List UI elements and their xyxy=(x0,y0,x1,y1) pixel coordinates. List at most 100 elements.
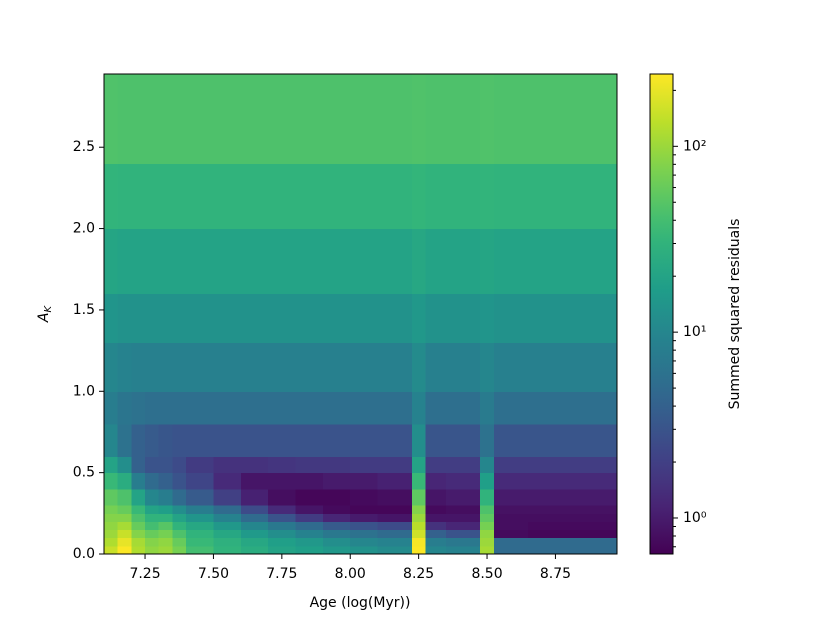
heatmap-cell xyxy=(213,488,242,506)
heatmap-cell xyxy=(446,545,481,555)
heatmap-cell xyxy=(145,163,160,230)
heatmap-cell xyxy=(446,488,481,506)
heatmap-cell xyxy=(295,293,324,343)
heatmap-cell xyxy=(411,228,426,295)
heatmap-cell xyxy=(117,163,132,230)
heatmap-cell xyxy=(350,74,379,164)
heatmap-cell xyxy=(158,74,173,164)
heatmap-cell xyxy=(295,228,324,295)
heatmap-cell xyxy=(411,293,426,343)
heatmap-cell xyxy=(493,545,529,555)
heatmap-cell xyxy=(446,293,481,343)
y-axis-label: AK xyxy=(36,304,54,323)
heatmap-cell xyxy=(493,228,529,295)
heatmap-cell xyxy=(528,228,570,295)
heatmap-cell xyxy=(268,163,297,230)
heatmap-cell xyxy=(117,293,132,343)
heatmap-cell xyxy=(295,456,324,474)
heatmap-cell xyxy=(377,342,413,392)
heatmap-cell xyxy=(131,545,146,555)
heatmap-cell xyxy=(240,74,269,164)
heatmap-cell xyxy=(131,342,146,392)
heatmap-cell xyxy=(131,488,146,506)
heatmap-cell xyxy=(480,513,495,522)
heatmap-cell xyxy=(350,537,379,547)
heatmap-cell xyxy=(425,505,447,514)
heatmap-cell xyxy=(569,537,618,547)
heatmap-cell xyxy=(295,488,324,506)
heatmap-cell xyxy=(480,342,495,392)
heatmap-cell xyxy=(322,342,351,392)
x-tick-label: 8.75 xyxy=(540,566,571,582)
heatmap-cell xyxy=(213,423,242,457)
heatmap-cell xyxy=(322,74,351,164)
colorbar-tick-label: 10⁰ xyxy=(683,510,707,526)
heatmap-cell xyxy=(569,488,618,506)
heatmap-cell xyxy=(295,537,324,547)
heatmap-cell xyxy=(493,472,529,490)
heatmap-cell xyxy=(446,513,481,522)
heatmap-cell xyxy=(569,505,618,514)
heatmap-cell xyxy=(377,529,413,539)
heatmap-cell xyxy=(117,537,132,547)
heatmap-cell xyxy=(350,472,379,490)
heatmap-cell xyxy=(425,391,447,425)
heatmap-cell xyxy=(158,228,173,295)
heatmap-cell xyxy=(104,74,119,164)
heatmap-cell xyxy=(350,456,379,474)
heatmap-cell xyxy=(411,545,426,555)
y-tick-label: 1.5 xyxy=(73,302,95,318)
heatmap-cell xyxy=(131,163,146,230)
heatmap-cell xyxy=(493,521,529,531)
heatmap-cell xyxy=(425,488,447,506)
x-axis-label: Age (log(Myr)) xyxy=(310,595,411,611)
heatmap-cell xyxy=(569,521,618,531)
heatmap-cell xyxy=(158,537,173,547)
heatmap-cell xyxy=(131,505,146,514)
heatmap-cell xyxy=(322,505,351,514)
heatmap-cell xyxy=(172,505,187,514)
heatmap-cell xyxy=(104,472,119,490)
heatmap-cell xyxy=(213,293,242,343)
heatmap-cell xyxy=(528,505,570,514)
heatmap-cell xyxy=(145,293,160,343)
heatmap-cell xyxy=(240,472,269,490)
heatmap-cell xyxy=(295,163,324,230)
heatmap-cell xyxy=(322,293,351,343)
heatmap-cell xyxy=(350,228,379,295)
heatmap-cell xyxy=(268,513,297,522)
heatmap-cell xyxy=(268,456,297,474)
heatmap-cell xyxy=(322,545,351,555)
heatmap-cell xyxy=(104,529,119,539)
heatmap-cell xyxy=(377,488,413,506)
heatmap-cell xyxy=(268,488,297,506)
heatmap-cell xyxy=(186,513,214,522)
heatmap-cell xyxy=(480,74,495,164)
heatmap-cell xyxy=(186,545,214,555)
heatmap-cell xyxy=(569,293,618,343)
heatmap-cell xyxy=(493,163,529,230)
heatmap-cell xyxy=(425,293,447,343)
heatmap-cell xyxy=(104,163,119,230)
heatmap-cell xyxy=(268,423,297,457)
heatmap-cell xyxy=(425,163,447,230)
heatmap-cell xyxy=(240,513,269,522)
heatmap-cell xyxy=(569,423,618,457)
heatmap-cell xyxy=(350,342,379,392)
y-tick-label: 2.5 xyxy=(73,139,95,155)
heatmap-cell xyxy=(104,391,119,425)
heatmap-cell xyxy=(569,545,618,555)
heatmap-cell xyxy=(213,342,242,392)
heatmap-cell xyxy=(186,423,214,457)
heatmap-cell xyxy=(480,228,495,295)
heatmap-cell xyxy=(117,456,132,474)
heatmap-cell xyxy=(425,423,447,457)
heatmap-cell xyxy=(480,545,495,555)
heatmap-cell xyxy=(425,521,447,531)
heatmap-cell xyxy=(322,163,351,230)
heatmap-cell xyxy=(172,488,187,506)
heatmap-cell xyxy=(158,163,173,230)
heatmap-cell xyxy=(145,342,160,392)
heatmap-cell xyxy=(295,74,324,164)
heatmap-cell xyxy=(350,423,379,457)
